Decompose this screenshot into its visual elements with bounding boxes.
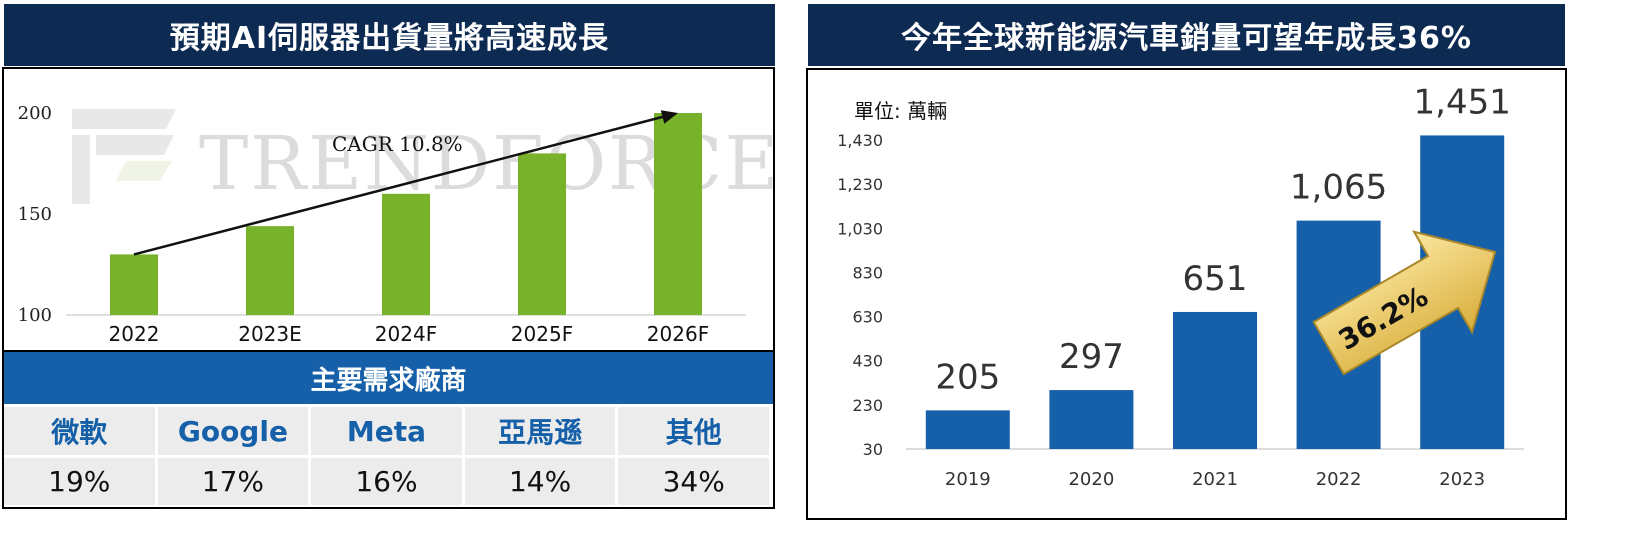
- data-label: 1,065: [1290, 168, 1387, 208]
- vendor-table-title: 主要需求廠商: [310, 365, 467, 396]
- vendor-share-cell: 19%: [4, 458, 155, 505]
- bar: [925, 410, 1010, 449]
- right-title-bar: 今年全球新能源汽車銷量可望年成長36%: [808, 4, 1565, 66]
- bar: [382, 193, 430, 315]
- vendor-name-cell: Meta: [311, 407, 462, 455]
- x-tick-label: 2023E: [238, 322, 302, 346]
- left-bar-chart: TRENDFORCE 10015020020222023E2024F2025F2…: [18, 103, 779, 346]
- bar: [654, 113, 702, 315]
- vendor-share: 16%: [355, 465, 418, 498]
- data-label: 651: [1183, 259, 1248, 299]
- vendor-table-header: 主要需求廠商: [4, 352, 773, 404]
- y-tick-label: 1,430: [837, 131, 883, 150]
- vendor-share: 34%: [662, 465, 725, 498]
- data-label: 205: [935, 357, 1000, 397]
- x-tick-label: 2024F: [375, 322, 437, 346]
- y-tick-label: 1,030: [837, 219, 883, 238]
- right-chart-box: 單位: 萬輛 30 230 430 630 830 1,030 1,230 1,430 2019…: [806, 68, 1567, 520]
- vendor-table: 主要需求廠商 微軟 19% Google 17% Meta 16% 亞馬遜 14% 其他 34%: [2, 350, 775, 509]
- x-tick-label: 2021: [1192, 469, 1238, 490]
- y-tick-label: 30: [863, 440, 883, 459]
- x-tick-label: 2020: [1068, 469, 1114, 490]
- unit-label: 單位: 萬輛: [854, 99, 947, 123]
- data-label: 297: [1059, 337, 1124, 377]
- x-tick-label: 2019: [945, 469, 991, 490]
- x-tick-label: 2023: [1439, 469, 1485, 490]
- y-tick-label: 430: [852, 352, 883, 371]
- vendor-share-cell: 17%: [157, 458, 309, 505]
- vendor-name: 亞馬遜: [498, 416, 583, 449]
- vendor-name-cell: 亞馬遜: [464, 407, 616, 455]
- bar: [1173, 311, 1257, 449]
- y-tick-label: 200: [18, 103, 52, 124]
- y-tick-label: 230: [852, 396, 883, 415]
- vendor-share: 17%: [201, 465, 264, 498]
- vendor-share-cell: 14%: [464, 458, 616, 505]
- cagr-arrow: [133, 110, 678, 256]
- vendor-name: 其他: [665, 416, 722, 449]
- bar: [518, 153, 566, 315]
- y-tick-label: 830: [852, 263, 883, 282]
- vendor-name-cell: 其他: [618, 407, 769, 455]
- cagr-label: CAGR 10.8%: [332, 132, 463, 156]
- vendor-name: 微軟: [51, 416, 108, 449]
- vendor-name: Meta: [346, 414, 427, 448]
- data-label: 1,451: [1414, 82, 1511, 122]
- vendor-share: 19%: [48, 465, 111, 498]
- x-tick-label: 2026F: [647, 322, 709, 346]
- bar: [110, 254, 158, 315]
- vendor-share: 14%: [508, 465, 572, 498]
- y-tick-label: 150: [18, 204, 52, 225]
- y-tick-label: 630: [852, 308, 883, 327]
- x-tick-label: 2022: [1316, 469, 1362, 490]
- y-tick-label: 1,230: [837, 175, 883, 194]
- x-tick-label: 2022: [109, 322, 160, 346]
- vendor-share-cell: 34%: [618, 458, 769, 505]
- vendor-share-cell: 16%: [311, 458, 462, 505]
- x-tick-label: 2025F: [511, 322, 573, 346]
- vendor-name-cell: 微軟: [4, 407, 155, 455]
- vendor-name-cell: Google: [157, 407, 309, 455]
- bar: [1049, 390, 1134, 449]
- bar: [246, 226, 294, 315]
- vendor-name: Google: [177, 414, 288, 448]
- right-chart-title: 今年全球新能源汽車銷量可望年成長36%: [901, 21, 1472, 56]
- left-chart-title: 預期AI伺服器出貨量將高速成長: [169, 21, 610, 56]
- y-tick-label: 100: [18, 305, 52, 326]
- left-chart-box: TRENDFORCE 10015020020222023E2024F2025F2…: [2, 67, 779, 352]
- right-bar-chart: 單位: 萬輛 30 230 430 630 830 1,030 1,230 1,430 2019…: [837, 82, 1524, 490]
- left-title-bar: 預期AI伺服器出貨量將高速成長: [4, 4, 775, 66]
- watermark-logo-icon: [72, 109, 176, 204]
